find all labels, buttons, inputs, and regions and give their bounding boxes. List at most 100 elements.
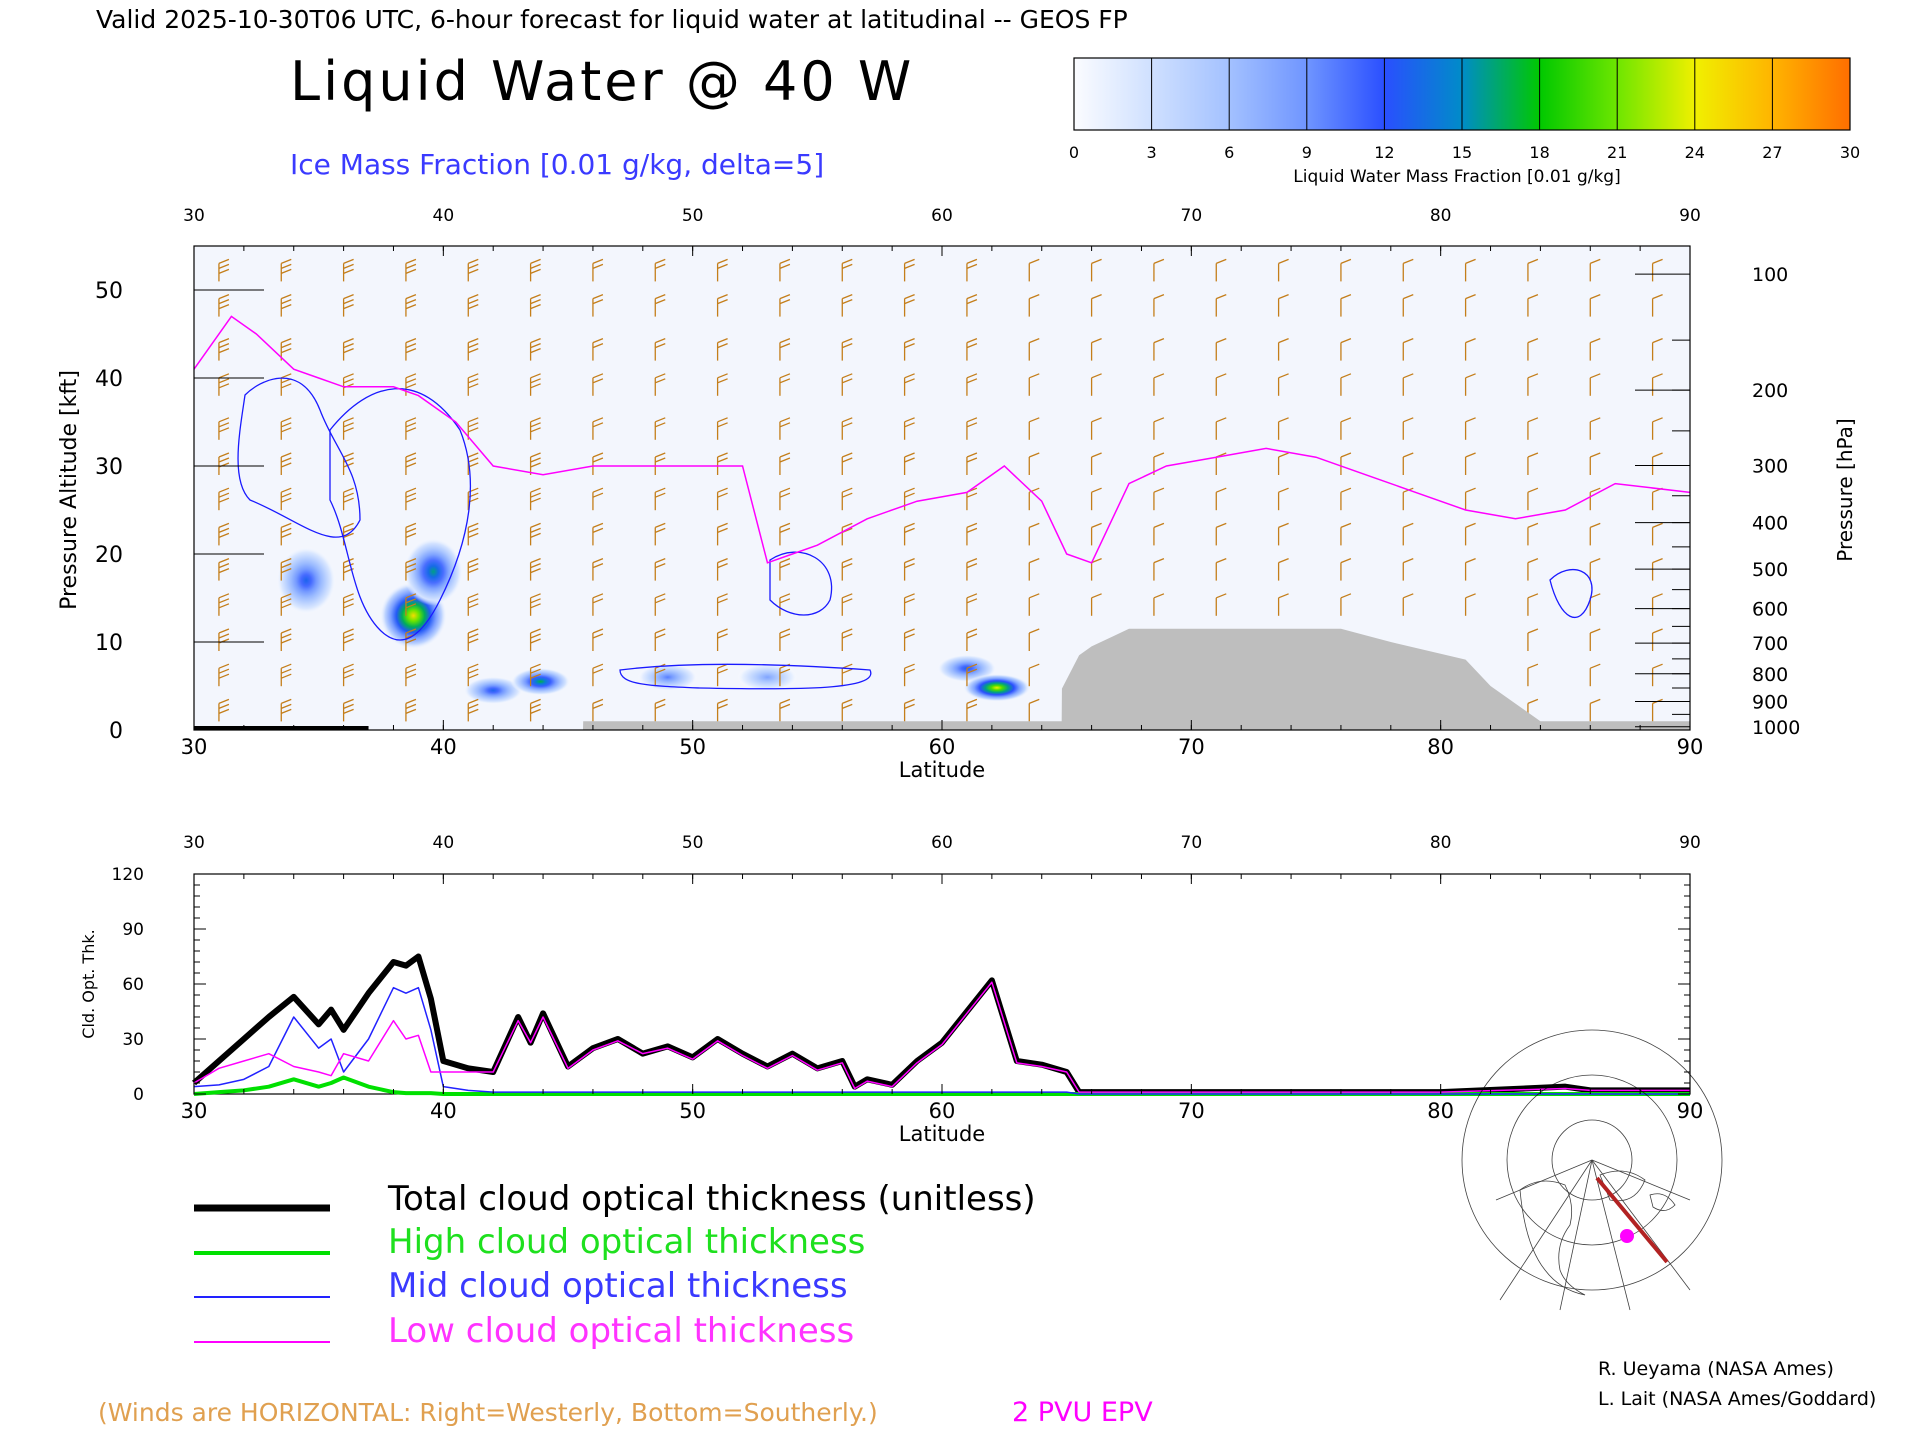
locator-point xyxy=(1620,1229,1634,1243)
wind-barb-flag xyxy=(1527,487,1539,493)
wind-barb-flag xyxy=(530,378,541,384)
wind-barb-flag xyxy=(218,603,230,609)
wind-barb-flag xyxy=(966,293,978,300)
wind-barb xyxy=(592,522,604,546)
wind-barb-flag xyxy=(655,298,666,305)
wind-barb-flag xyxy=(1278,373,1289,379)
wind-barb-flag xyxy=(343,492,354,498)
wind-barb xyxy=(1651,373,1663,396)
wind-barb xyxy=(529,487,541,511)
wind-barb-flag xyxy=(842,417,853,423)
wind-barb-flag xyxy=(904,258,915,265)
wind-barb xyxy=(903,293,915,317)
wind-barb-flag xyxy=(966,668,978,674)
wind-barb-flag xyxy=(281,457,292,463)
main-y-tick-label: 10 xyxy=(95,631,123,656)
wind-barb xyxy=(966,522,978,546)
wind-barb-flag xyxy=(966,258,978,265)
wind-barb xyxy=(592,698,604,722)
wind-barb xyxy=(1464,258,1476,282)
wind-barb-flag xyxy=(281,628,292,634)
wind-barb-flag xyxy=(966,263,978,270)
wind-barb-flag xyxy=(1590,698,1601,705)
wind-barb-flag xyxy=(1590,557,1601,564)
wind-barb xyxy=(1589,698,1601,722)
wind-barb-flag xyxy=(1590,373,1601,379)
wind-barb xyxy=(1090,593,1102,616)
wind-barb-flag xyxy=(218,562,230,569)
wind-barb xyxy=(1215,522,1227,546)
wind-barb-flag xyxy=(1527,293,1539,300)
wind-barb xyxy=(1589,663,1601,687)
wind-barb-flag xyxy=(218,258,230,265)
wind-barb xyxy=(218,698,230,722)
wind-barb xyxy=(1402,452,1414,475)
wind-barb xyxy=(1028,593,1040,616)
wind-barb-flag xyxy=(1652,293,1663,300)
wind-barb-flag xyxy=(592,703,604,710)
wind-barb xyxy=(342,258,354,282)
wind-barb xyxy=(1340,522,1352,546)
pressure-tick-label: 200 xyxy=(1752,380,1788,402)
wind-barb-flag xyxy=(592,457,604,463)
wind-barb xyxy=(342,593,354,616)
colorbar-tick-label: 15 xyxy=(1452,143,1472,162)
wind-barb-flag xyxy=(1029,373,1040,379)
wind-barb-flag xyxy=(592,452,604,458)
wind-barb xyxy=(1527,663,1539,687)
wind-barb-flag xyxy=(842,522,853,529)
wind-barb xyxy=(405,337,417,361)
wind-barb xyxy=(1340,258,1352,282)
wind-barb xyxy=(716,593,728,616)
wind-barb-flag xyxy=(717,628,728,634)
main-x-top-tick-label: 70 xyxy=(1181,206,1203,226)
wind-barb-flag xyxy=(218,457,230,463)
wind-barb xyxy=(1277,337,1289,361)
wind-barb-flag xyxy=(842,698,853,705)
wind-barb xyxy=(1215,487,1227,511)
wind-barb xyxy=(716,487,728,511)
wind-barb xyxy=(1340,593,1352,616)
wind-barb-flag xyxy=(1340,293,1352,300)
main-x-tick-label: 50 xyxy=(679,735,706,759)
wind-barb-flag xyxy=(405,293,417,300)
wind-barb-flag xyxy=(842,342,853,349)
colorbar-tick-label: 21 xyxy=(1607,143,1627,162)
wind-barb xyxy=(1028,373,1040,396)
wind-barb-flag xyxy=(779,263,791,270)
wind-barb xyxy=(1340,337,1352,361)
lower-x-top-tick-label: 70 xyxy=(1181,833,1203,853)
wind-barb xyxy=(1028,417,1040,440)
wind-barb-flag xyxy=(218,268,230,275)
wind-barb xyxy=(654,628,666,651)
wind-barb-flag xyxy=(842,628,853,634)
wind-barb-flag xyxy=(530,427,541,433)
wind-barb-flag xyxy=(405,562,417,569)
wind-barb xyxy=(1153,522,1165,546)
wind-barb xyxy=(966,663,978,687)
main-x-top-tick-label: 90 xyxy=(1679,206,1701,226)
wind-barb-flag xyxy=(904,378,915,384)
wind-barb-flag xyxy=(717,378,728,384)
wind-barb xyxy=(405,522,417,546)
lower-plot-frame xyxy=(193,873,1691,1095)
wind-barb-flag xyxy=(842,293,853,300)
colorbar-tick-label: 3 xyxy=(1147,143,1157,162)
wind-barb-flag xyxy=(1590,593,1601,599)
wind-barb-flag xyxy=(1527,373,1539,379)
wind-barb-flag xyxy=(405,522,417,529)
wind-barb-flag xyxy=(592,298,604,305)
wind-barb-flag xyxy=(530,532,541,539)
wind-barb xyxy=(218,487,230,511)
wind-barb xyxy=(342,663,354,687)
wind-barb xyxy=(1651,593,1663,616)
pressure-tick-label: 1000 xyxy=(1752,717,1800,739)
wind-barb-flag xyxy=(530,633,541,639)
wind-barb xyxy=(1464,557,1476,581)
wind-barb-flag xyxy=(842,457,853,463)
wind-barb-flag xyxy=(655,557,666,564)
wind-barb xyxy=(1028,522,1040,546)
wind-barb-flag xyxy=(281,557,292,564)
wind-barb xyxy=(1277,452,1289,475)
wind-barb xyxy=(405,373,417,396)
